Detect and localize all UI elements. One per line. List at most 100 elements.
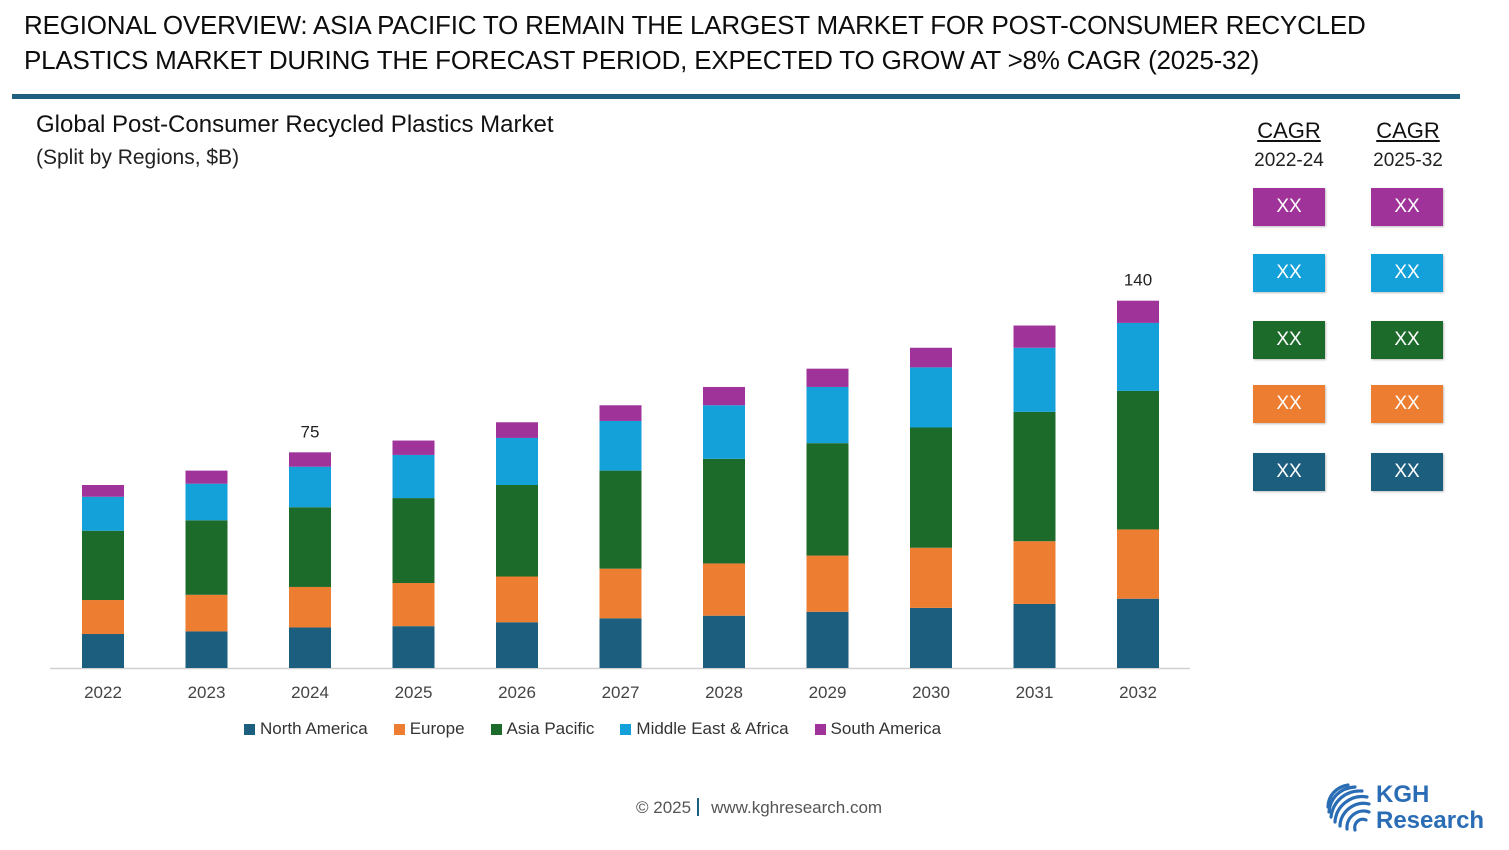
bar-segment-south-america-2024 bbox=[289, 452, 331, 467]
cagr-value-europe-2025-32: XX bbox=[1371, 385, 1443, 423]
bar-segment-europe-2027 bbox=[599, 568, 642, 619]
cagr-value-middle-east-africa-2022-24: XX bbox=[1253, 254, 1325, 292]
cagr-value-south-america-2022-24: XX bbox=[1253, 188, 1325, 226]
x-tick-label-2022: 2022 bbox=[84, 683, 122, 702]
bar-segment-south-america-2030 bbox=[910, 347, 952, 368]
legend-item-asia-pacific: Asia Pacific bbox=[490, 719, 595, 739]
bar-segment-asia-pacific-2029 bbox=[806, 443, 849, 556]
bar-segment-europe-2028 bbox=[703, 563, 745, 616]
legend-swatch bbox=[393, 723, 405, 735]
company-logo: KGH Research bbox=[1322, 780, 1502, 836]
bar-segment-middle-east-africa-2028 bbox=[703, 405, 745, 459]
x-tick-label-2023: 2023 bbox=[188, 683, 226, 702]
bar-segment-middle-east-africa-2027 bbox=[599, 420, 642, 471]
bar-segment-asia-pacific-2030 bbox=[910, 427, 952, 548]
bar-segment-middle-east-africa-2030 bbox=[910, 367, 952, 428]
bar-segment-north-america-2023 bbox=[185, 631, 228, 668]
bar-segment-south-america-2031 bbox=[1013, 325, 1056, 348]
bar-segment-south-america-2028 bbox=[703, 386, 745, 406]
bar-segment-middle-east-africa-2031 bbox=[1013, 347, 1056, 412]
bar-segment-middle-east-africa-2022 bbox=[82, 496, 124, 531]
cagr-value-middle-east-africa-2025-32: XX bbox=[1371, 254, 1443, 292]
x-tick-label-2028: 2028 bbox=[705, 683, 743, 702]
legend-label: Europe bbox=[409, 719, 465, 738]
bar-segment-middle-east-africa-2026 bbox=[496, 437, 538, 485]
bar-segment-middle-east-africa-2023 bbox=[185, 483, 228, 521]
page-headline: REGIONAL OVERVIEW: ASIA PACIFIC TO REMAI… bbox=[24, 8, 1464, 78]
bar-segment-asia-pacific-2022 bbox=[82, 530, 124, 601]
bar-segment-asia-pacific-2024 bbox=[289, 507, 331, 587]
bar-segment-south-america-2025 bbox=[392, 440, 435, 455]
legend-swatch bbox=[620, 723, 632, 735]
headline-divider bbox=[12, 94, 1460, 99]
bar-segment-south-america-2032 bbox=[1117, 300, 1159, 323]
footer: © 2025 www.kghresearch.com bbox=[636, 798, 882, 818]
bar-segment-south-america-2023 bbox=[185, 470, 228, 484]
legend-item-south-america: South America bbox=[814, 719, 942, 739]
legend-item-europe: Europe bbox=[393, 719, 465, 739]
legend-label: Asia Pacific bbox=[506, 719, 595, 738]
cagr-column-header-2025-32: CAGR 2025-32 bbox=[1358, 116, 1458, 176]
x-tick-label-2024: 2024 bbox=[291, 683, 329, 702]
logo-wordmark: KGH Research bbox=[1376, 782, 1484, 834]
legend-item-north-america: North America bbox=[244, 719, 368, 739]
bar-segment-europe-2024 bbox=[289, 586, 331, 628]
bar-segment-middle-east-africa-2025 bbox=[392, 454, 435, 499]
x-tick-label-2025: 2025 bbox=[395, 683, 433, 702]
bar-segment-middle-east-africa-2029 bbox=[806, 386, 849, 444]
chart-legend: North America Europe Asia Pacific Middle Ea… bbox=[244, 719, 941, 739]
x-tick-label-2032: 2032 bbox=[1119, 683, 1157, 702]
bar-segment-europe-2022 bbox=[82, 600, 124, 635]
bar-segment-south-america-2026 bbox=[496, 422, 538, 438]
globe-logo-icon bbox=[1326, 783, 1371, 832]
chart-subtitle: (Split by Regions, $B) bbox=[36, 146, 240, 169]
bar-segment-asia-pacific-2032 bbox=[1117, 390, 1159, 530]
cagr-heading: CAGR bbox=[1376, 118, 1440, 143]
bar-segment-north-america-2024 bbox=[289, 627, 331, 668]
bar-segment-middle-east-africa-2024 bbox=[289, 466, 331, 508]
legend-swatch bbox=[490, 723, 502, 735]
cagr-period: 2022-24 bbox=[1254, 150, 1324, 171]
bar-segment-asia-pacific-2027 bbox=[599, 470, 642, 569]
legend-label: Middle East & Africa bbox=[636, 719, 789, 738]
footer-separator bbox=[697, 798, 700, 816]
bar-segment-south-america-2027 bbox=[599, 405, 642, 421]
bar-segment-north-america-2032 bbox=[1117, 598, 1159, 668]
bar-segment-north-america-2029 bbox=[806, 611, 849, 668]
legend-item-middle-east-africa: Middle East & Africa bbox=[620, 719, 789, 739]
website-link[interactable]: www.kghresearch.com bbox=[711, 798, 883, 817]
cagr-value-asia-pacific-2025-32: XX bbox=[1371, 321, 1443, 359]
cagr-value-south-america-2025-32: XX bbox=[1371, 188, 1443, 226]
bar-segment-north-america-2027 bbox=[599, 618, 642, 668]
bar-segment-europe-2031 bbox=[1013, 541, 1056, 604]
data-label-2032: 140 bbox=[1124, 271, 1152, 290]
copyright-text: © 2025 bbox=[636, 798, 692, 817]
bar-segment-south-america-2022 bbox=[82, 485, 124, 497]
x-tick-label-2029: 2029 bbox=[809, 683, 847, 702]
bar-segment-asia-pacific-2025 bbox=[392, 498, 435, 584]
cagr-value-europe-2022-24: XX bbox=[1253, 385, 1325, 423]
logo-line-1: KGH bbox=[1376, 781, 1430, 808]
headline-line-2: PLASTICS MARKET DURING THE FORECAST PERI… bbox=[24, 45, 1260, 75]
bar-segment-europe-2032 bbox=[1117, 529, 1159, 599]
bar-segment-europe-2026 bbox=[496, 576, 538, 623]
legend-swatch bbox=[244, 723, 255, 735]
bar-segment-north-america-2022 bbox=[82, 634, 124, 668]
bar-segment-asia-pacific-2023 bbox=[185, 520, 228, 595]
bar-segment-europe-2023 bbox=[185, 594, 228, 632]
cagr-value-asia-pacific-2022-24: XX bbox=[1253, 321, 1325, 359]
bar-segment-north-america-2028 bbox=[703, 615, 745, 668]
cagr-value-north-america-2022-24: XX bbox=[1253, 453, 1325, 491]
bar-segment-europe-2025 bbox=[392, 583, 435, 627]
legend-label: North America bbox=[260, 719, 368, 738]
legend-label: South America bbox=[830, 719, 942, 738]
bar-segment-asia-pacific-2028 bbox=[703, 458, 745, 564]
bar-segment-middle-east-africa-2032 bbox=[1117, 322, 1159, 391]
bar-segment-north-america-2025 bbox=[392, 626, 435, 668]
bar-segment-north-america-2026 bbox=[496, 622, 538, 668]
x-tick-label-2030: 2030 bbox=[912, 683, 950, 702]
bar-segment-asia-pacific-2031 bbox=[1013, 411, 1056, 542]
cagr-value-north-america-2025-32: XX bbox=[1371, 453, 1443, 491]
bar-segment-europe-2029 bbox=[806, 555, 849, 612]
